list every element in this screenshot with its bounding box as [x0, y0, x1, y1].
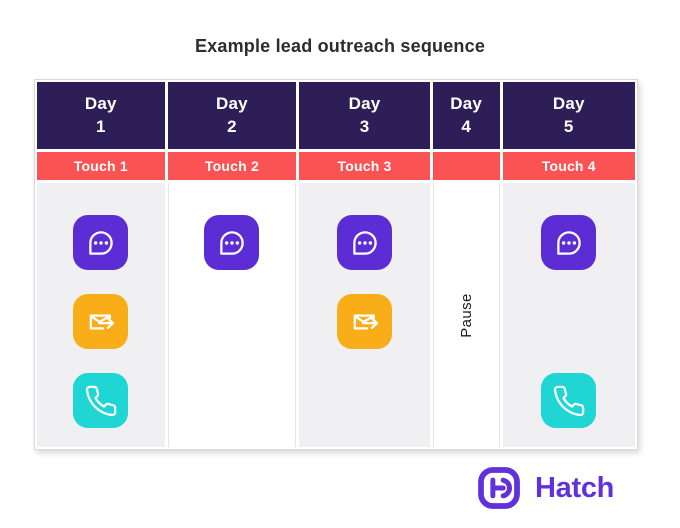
chat-icon — [541, 215, 597, 270]
day-header-1: Day 1 — [37, 82, 165, 149]
day-5-activities — [502, 183, 635, 447]
day-number: 4 — [461, 116, 471, 136]
day-number: 5 — [563, 116, 574, 136]
day-number: 2 — [227, 116, 237, 136]
day-header-5: Day 5 — [502, 82, 635, 149]
brand-name: Hatch — [535, 471, 615, 504]
day-3-activities — [299, 183, 430, 447]
chat-icon — [337, 215, 393, 270]
page-title: Example lead outreach sequence — [194, 36, 486, 56]
pause-label: Pause — [457, 292, 475, 338]
day-header-2: Day 2 — [167, 82, 297, 149]
day-word: Day — [348, 93, 381, 113]
day-word: Day — [552, 93, 585, 113]
touch-label-2: Touch 2 — [167, 152, 297, 180]
phone-icon — [73, 373, 129, 428]
day-4-pause: Pause — [432, 183, 500, 447]
day-number: 1 — [95, 116, 106, 136]
touch-label-1: Touch 1 — [37, 152, 165, 180]
day-header-4: Day 4 — [432, 82, 500, 149]
day-header-3: Day 3 — [299, 82, 430, 149]
day-word: Day — [84, 93, 117, 113]
touch-label-4: Touch 4 — [502, 152, 635, 180]
outreach-sequence-table: Day 1 Day 2 Day 3 Day 4 Day 5 Touch 1 To… — [34, 79, 638, 450]
day-word: Day — [216, 93, 248, 113]
phone-icon — [541, 373, 597, 428]
touch-label-empty — [432, 152, 500, 180]
hatch-h-icon — [478, 467, 520, 509]
empty-slot — [541, 294, 596, 349]
day-2-activities — [167, 183, 297, 447]
touch-label-3: Touch 3 — [299, 152, 430, 180]
hatch-logo: Hatch — [476, 465, 614, 511]
day-1-activities — [37, 183, 165, 447]
chat-icon — [73, 215, 129, 270]
email-icon — [337, 294, 393, 349]
day-number: 3 — [359, 116, 370, 136]
email-icon — [73, 294, 129, 349]
day-word: Day — [450, 93, 483, 113]
chat-icon — [204, 215, 260, 270]
